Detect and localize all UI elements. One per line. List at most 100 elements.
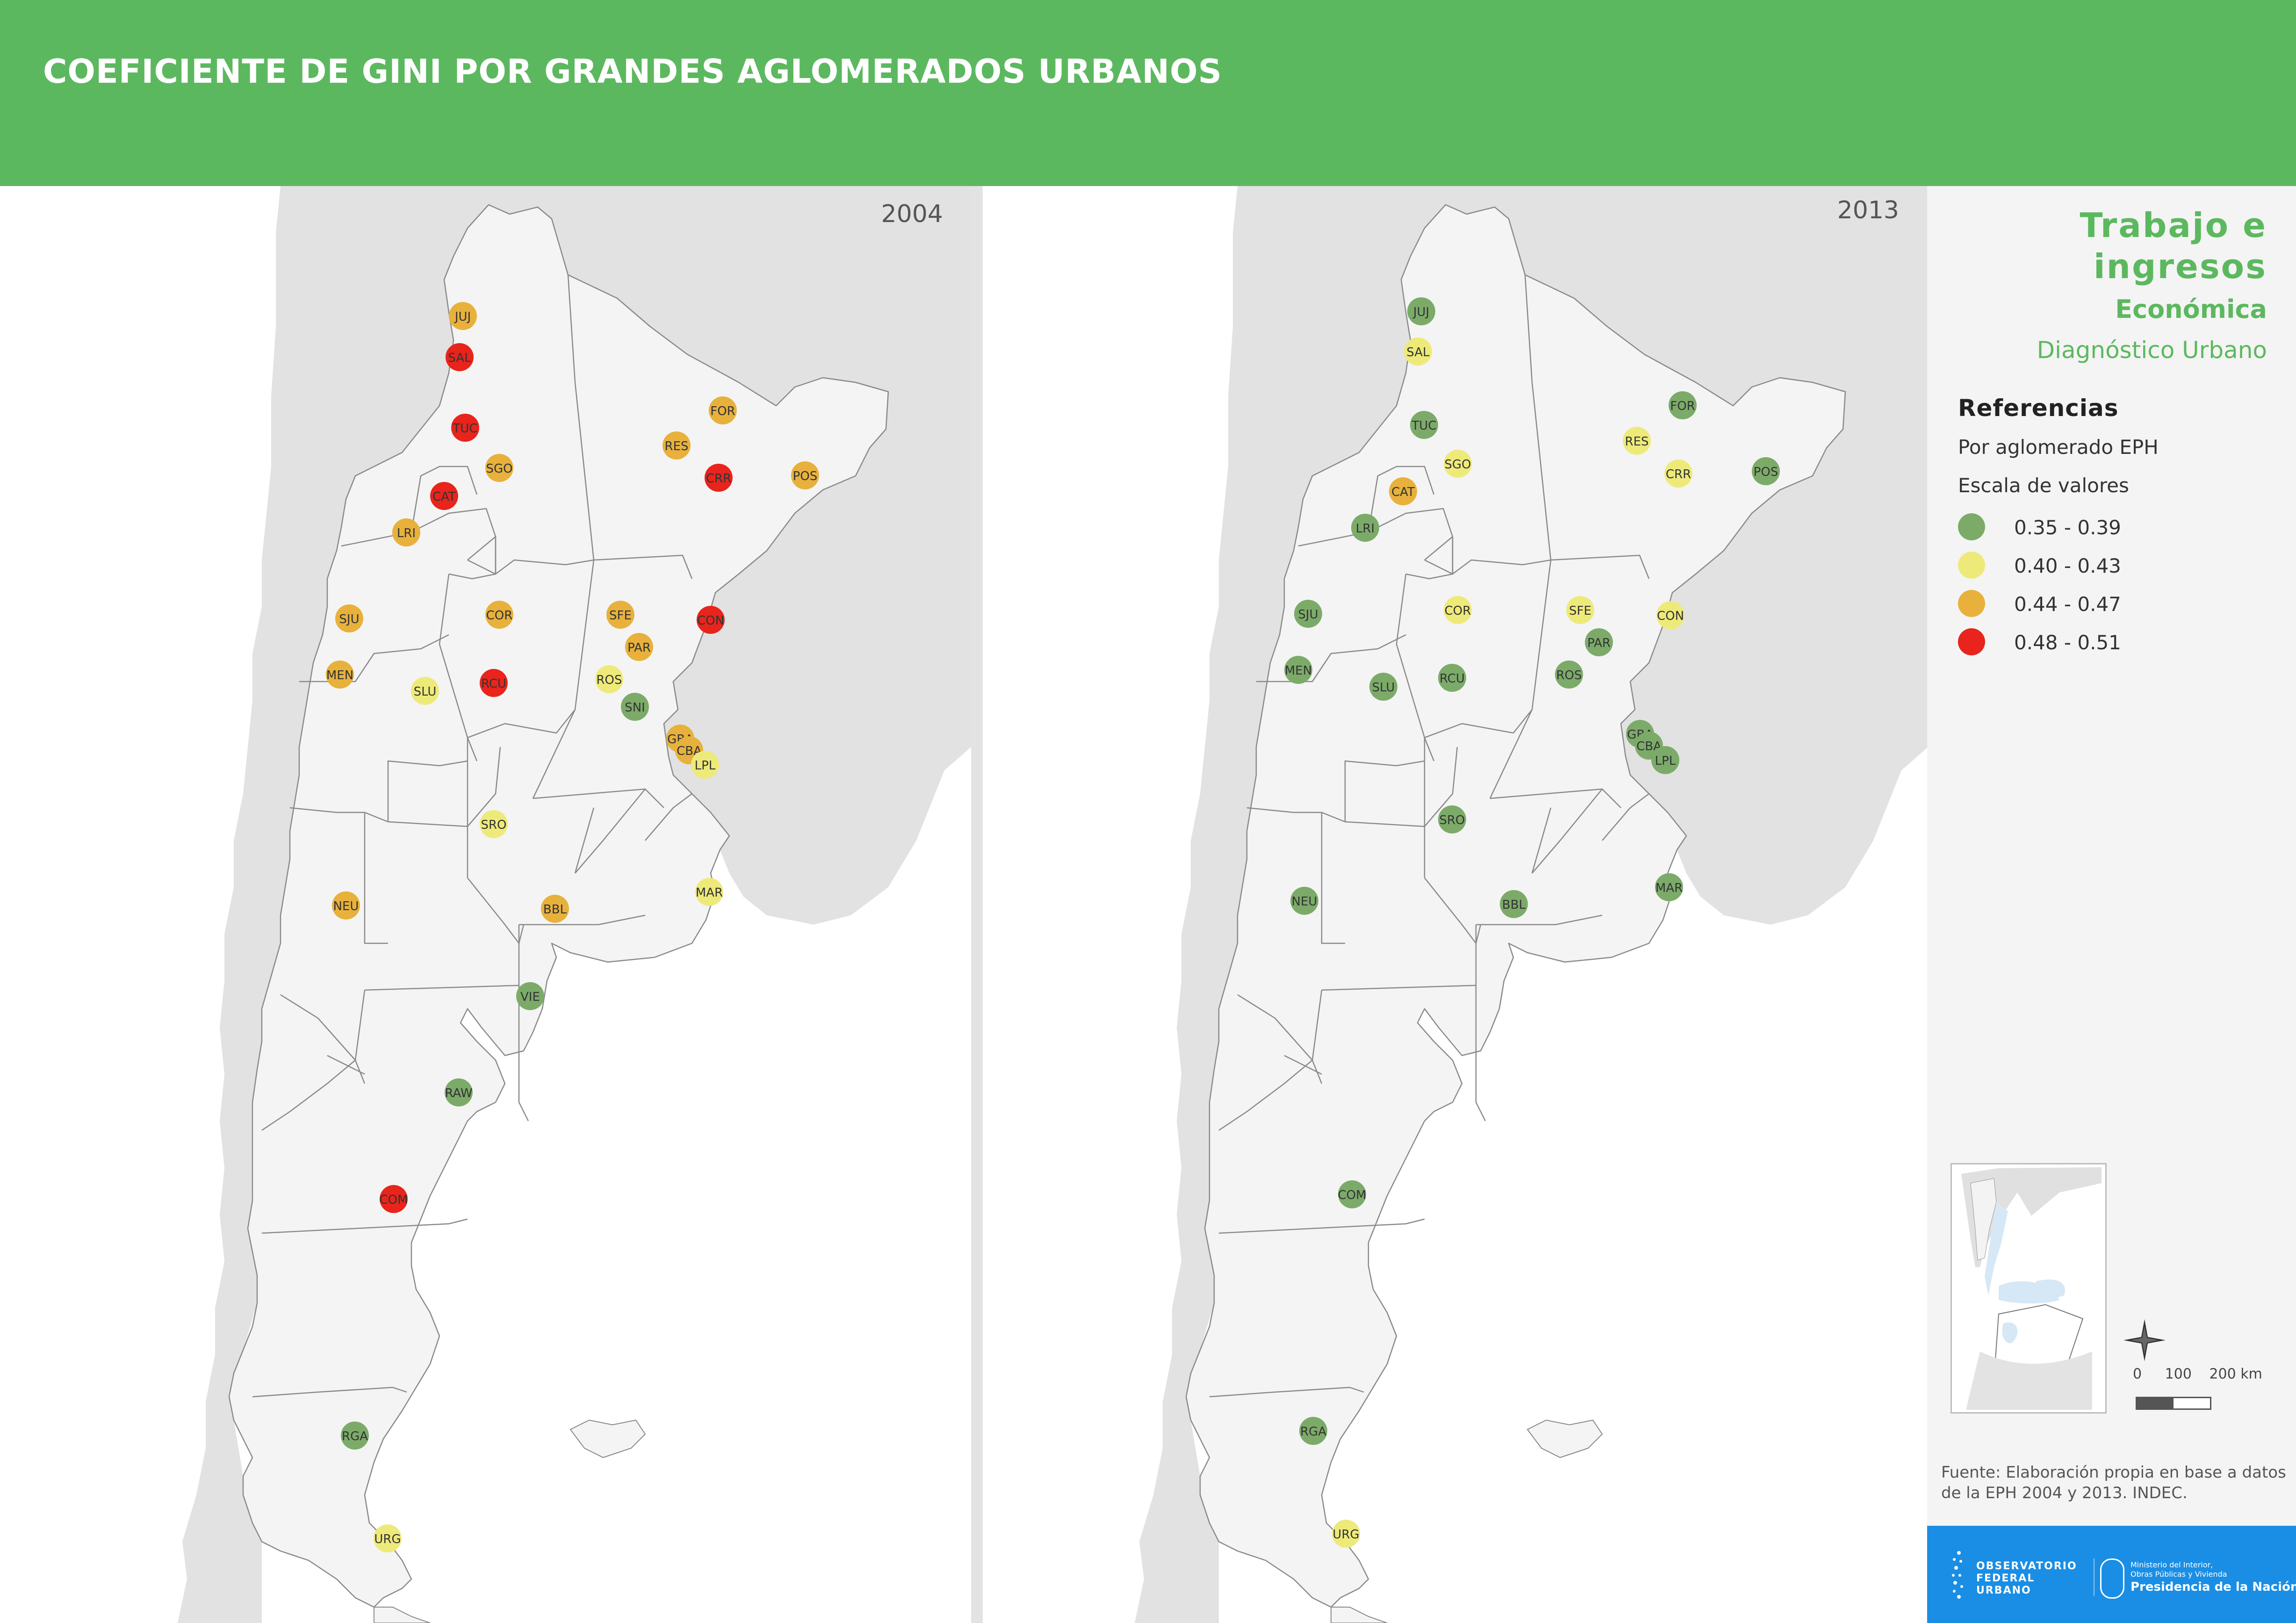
city-marker-men: MEN bbox=[326, 661, 354, 689]
marker-circle bbox=[1664, 460, 1692, 488]
legend-swatch bbox=[1958, 513, 1985, 540]
city-marker-sal: SAL bbox=[446, 343, 474, 371]
marker-label: PAR bbox=[1587, 636, 1611, 650]
city-marker-neu: NEU bbox=[332, 891, 360, 919]
city-marker-crr: CRR bbox=[1664, 460, 1692, 488]
city-marker-men: MEN bbox=[1284, 656, 1312, 684]
marker-circle bbox=[1438, 805, 1466, 833]
observatory-line: FEDERAL bbox=[1976, 1573, 2035, 1584]
city-marker-con: CON bbox=[1656, 601, 1684, 629]
marker-circle bbox=[625, 633, 653, 661]
theme-title: Trabajo e ingresos bbox=[2080, 206, 2267, 286]
marker-circle bbox=[1407, 297, 1435, 325]
marker-circle bbox=[516, 982, 544, 1010]
marker-label: MEN bbox=[326, 668, 353, 682]
marker-circle bbox=[380, 1185, 408, 1213]
city-marker-juj: JUJ bbox=[1407, 297, 1435, 325]
marker-label: LPL bbox=[1655, 754, 1676, 768]
marker-label: RGA bbox=[342, 1429, 368, 1443]
marker-circle bbox=[445, 1078, 473, 1106]
marker-label: SJU bbox=[339, 612, 359, 626]
marker-label: ROS bbox=[596, 673, 622, 687]
marker-circle bbox=[332, 891, 360, 919]
marker-label: URG bbox=[1332, 1528, 1359, 1542]
legend-label: 0.48 - 0.51 bbox=[2014, 631, 2121, 654]
marker-circle bbox=[449, 302, 477, 330]
scale-bar bbox=[2136, 1397, 2211, 1410]
city-marker-res: RES bbox=[1623, 427, 1651, 455]
footer-logos: OBSERVATORIO FEDERAL URBANO Ministerio d… bbox=[1927, 1526, 2296, 1623]
marker-label: MAR bbox=[1655, 881, 1683, 895]
marker-label: LRI bbox=[397, 526, 416, 540]
marker-label: COM bbox=[379, 1193, 408, 1207]
marker-label: CON bbox=[697, 614, 724, 628]
panel-divider bbox=[971, 186, 983, 1623]
city-marker-con: CON bbox=[697, 606, 725, 634]
marker-circle bbox=[1500, 890, 1528, 918]
marker-label: JUJ bbox=[1412, 305, 1429, 319]
marker-circle bbox=[480, 669, 508, 697]
marker-circle bbox=[1294, 600, 1322, 628]
marker-circle bbox=[485, 601, 513, 629]
city-marker-juj: JUJ bbox=[449, 302, 477, 330]
source-note: Fuente: Elaboración propia en base a dat… bbox=[1941, 1463, 2286, 1502]
marker-label: JUJ bbox=[454, 310, 471, 324]
legend-sidebar: Trabajo e ingresos Económica Diagnóstico… bbox=[1927, 186, 2296, 1526]
ministry-line: Obras Públicas y Vivienda bbox=[2130, 1570, 2227, 1579]
map-argentina-2013: JUJ SAL FOR TUC RES SGO CRR POS CAT LRI SJU COR SFE C… bbox=[1135, 186, 1927, 1623]
marker-label: BBL bbox=[543, 903, 567, 917]
marker-circle bbox=[1444, 450, 1472, 478]
city-marker-mar: MAR bbox=[1655, 873, 1683, 901]
marker-label: SFE bbox=[609, 609, 632, 623]
map-panel-2004: JUJ SAL TUC FOR RES SGO CRR POS CAT LRI SJU COR SFE C… bbox=[0, 186, 971, 1623]
marker-circle bbox=[791, 461, 819, 489]
references-heading: Referencias bbox=[1958, 395, 2119, 422]
city-marker-ros: ROS bbox=[595, 665, 623, 693]
marker-circle bbox=[446, 343, 474, 371]
marker-label: SRO bbox=[481, 818, 506, 832]
marker-circle bbox=[485, 454, 513, 482]
marker-circle bbox=[1299, 1417, 1327, 1445]
page-title: COEFICIENTE DE GINI POR GRANDES AGLOMERA… bbox=[43, 52, 1222, 91]
city-marker-lpl: LPL bbox=[691, 751, 719, 779]
city-marker-ros: ROS bbox=[1555, 661, 1583, 689]
marker-label: SLU bbox=[414, 685, 437, 699]
legend-swatch bbox=[1958, 590, 1985, 617]
scale-label-200: 200 km bbox=[2209, 1366, 2262, 1382]
locator-inset-map bbox=[1951, 1163, 2107, 1414]
marker-circle bbox=[662, 431, 691, 460]
map-year-label: 2004 bbox=[881, 200, 943, 228]
marker-label: MEN bbox=[1285, 664, 1312, 678]
marker-circle bbox=[1410, 411, 1438, 439]
observatory-line: URBANO bbox=[1976, 1585, 2031, 1596]
map-argentina-2004: JUJ SAL TUC FOR RES SGO CRR POS CAT LRI SJU COR SFE C… bbox=[178, 186, 971, 1623]
subtitle: Diagnóstico Urbano bbox=[2037, 337, 2267, 364]
ministry-name: Ministerio del Interior, Obras Públicas … bbox=[2130, 1560, 2227, 1579]
legend-label: 0.44 - 0.47 bbox=[2014, 593, 2121, 616]
city-marker-pos: POS bbox=[791, 461, 819, 489]
city-marker-sfe: SFE bbox=[1566, 596, 1594, 624]
marker-label: RCU bbox=[1439, 672, 1465, 686]
marker-label: RES bbox=[665, 439, 689, 453]
marker-label: FOR bbox=[1670, 399, 1695, 413]
marker-label: ROS bbox=[1556, 668, 1582, 682]
marker-label: SGO bbox=[1444, 458, 1471, 472]
marker-circle bbox=[1404, 338, 1432, 366]
city-marker-sal: SAL bbox=[1404, 338, 1432, 366]
marker-circle bbox=[695, 878, 723, 906]
marker-label: SFE bbox=[1569, 604, 1591, 618]
marker-circle bbox=[335, 604, 363, 632]
marker-label: COR bbox=[1445, 604, 1471, 618]
marker-circle bbox=[595, 665, 623, 693]
city-marker-tuc: TUC bbox=[1410, 411, 1438, 439]
city-marker-sgo: SGO bbox=[1444, 450, 1472, 478]
city-marker-crr: CRR bbox=[705, 464, 733, 492]
city-marker-sju: SJU bbox=[1294, 600, 1322, 628]
city-marker-com: COM bbox=[379, 1185, 408, 1213]
city-marker-lpl: LPL bbox=[1651, 746, 1679, 774]
marker-label: RGA bbox=[1300, 1425, 1326, 1439]
city-marker-lri: LRI bbox=[392, 518, 420, 546]
city-marker-sju: SJU bbox=[335, 604, 363, 632]
city-marker-lri: LRI bbox=[1351, 514, 1379, 542]
marker-circle bbox=[392, 518, 420, 546]
